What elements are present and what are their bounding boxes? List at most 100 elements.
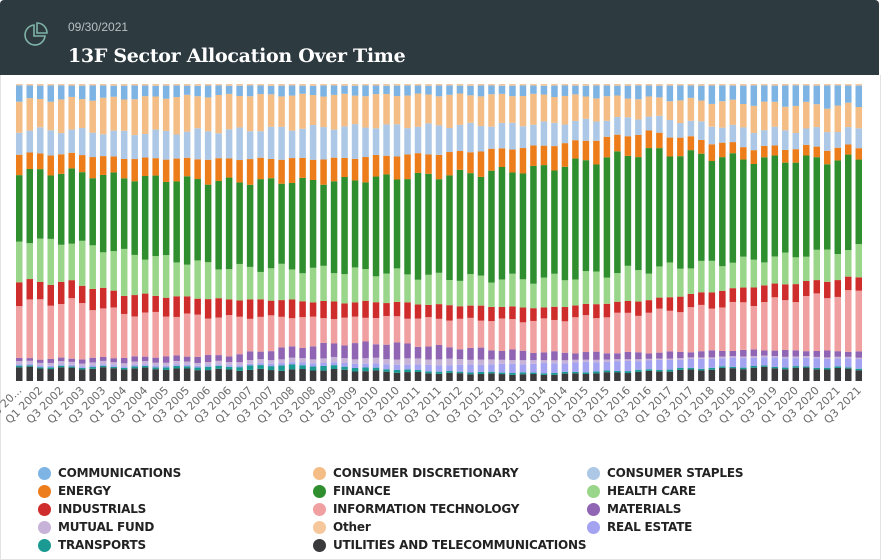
bar-segment[interactable] [551, 122, 558, 147]
bar-segment[interactable] [782, 149, 789, 163]
bar-segment[interactable] [141, 157, 149, 176]
bar-segment[interactable] [467, 364, 474, 373]
bar-segment[interactable] [173, 364, 180, 366]
bar-segment[interactable] [572, 140, 579, 159]
bar-segment[interactable] [68, 243, 75, 281]
bar-segment[interactable] [782, 369, 789, 381]
bar-segment[interactable] [299, 362, 306, 366]
bar-segment[interactable] [414, 84, 422, 86]
bar-segment[interactable] [393, 372, 401, 381]
bar-segment[interactable] [267, 126, 275, 159]
bar-segment[interactable] [404, 343, 411, 359]
bar-segment[interactable] [845, 368, 852, 381]
bar-segment[interactable] [299, 85, 306, 94]
bar-segment[interactable] [488, 359, 495, 365]
bar-segment[interactable] [204, 370, 212, 381]
bar-segment[interactable] [435, 304, 443, 319]
bar-segment[interactable] [603, 372, 611, 381]
bar-segment[interactable] [36, 359, 44, 363]
bar-segment[interactable] [593, 164, 600, 272]
bar-segment[interactable] [614, 134, 621, 152]
bar-segment[interactable] [393, 369, 401, 373]
bar-segment[interactable] [383, 155, 390, 175]
bar-segment[interactable] [813, 369, 821, 381]
bar-segment[interactable] [183, 313, 191, 357]
bar-segment[interactable] [666, 310, 674, 352]
bar-segment[interactable] [225, 365, 233, 367]
bar-segment[interactable] [729, 368, 737, 381]
bar-segment[interactable] [383, 84, 390, 86]
bar-segment[interactable] [498, 84, 506, 86]
bar-segment[interactable] [488, 170, 495, 283]
bar-segment[interactable] [47, 284, 54, 306]
bar-segment[interactable] [36, 238, 44, 282]
bar-segment[interactable] [845, 290, 852, 352]
bar-segment[interactable] [813, 293, 821, 351]
bar-segment[interactable] [824, 84, 831, 86]
bar-segment[interactable] [341, 363, 348, 367]
bar-segment[interactable] [834, 280, 842, 297]
bar-segment[interactable] [404, 358, 411, 365]
bar-segment[interactable] [414, 370, 422, 372]
bar-segment[interactable] [456, 85, 464, 94]
bar-segment[interactable] [152, 369, 159, 381]
bar-segment[interactable] [320, 370, 327, 381]
bar-segment[interactable] [456, 349, 464, 360]
bar-segment[interactable] [834, 358, 842, 367]
bar-segment[interactable] [782, 85, 789, 107]
bar-segment[interactable] [57, 84, 65, 86]
bar-segment[interactable] [551, 372, 558, 375]
bar-segment[interactable] [320, 265, 327, 301]
bar-segment[interactable] [341, 366, 348, 370]
bar-segment[interactable] [404, 179, 411, 275]
bar-segment[interactable] [362, 157, 369, 183]
bar-segment[interactable] [698, 358, 705, 369]
bar-segment[interactable] [383, 124, 390, 156]
bar-segment[interactable] [183, 361, 191, 365]
bar-segment[interactable] [57, 281, 65, 305]
bar-segment[interactable] [761, 145, 768, 158]
bar-segment[interactable] [603, 277, 611, 304]
bar-segment[interactable] [698, 260, 705, 293]
bar-segment[interactable] [771, 357, 779, 367]
bar-segment[interactable] [246, 365, 254, 370]
bar-segment[interactable] [719, 101, 726, 128]
bar-segment[interactable] [309, 125, 317, 160]
bar-segment[interactable] [540, 360, 548, 364]
bar-segment[interactable] [645, 85, 653, 97]
bar-segment[interactable] [509, 360, 516, 364]
bar-segment[interactable] [540, 84, 548, 86]
bar-segment[interactable] [414, 371, 422, 381]
bar-segment[interactable] [614, 370, 621, 373]
bar-segment[interactable] [761, 157, 768, 263]
bar-segment[interactable] [204, 355, 212, 362]
bar-segment[interactable] [15, 154, 23, 176]
bar-segment[interactable] [414, 153, 422, 173]
bar-segment[interactable] [572, 373, 579, 381]
bar-segment[interactable] [362, 84, 369, 86]
bar-segment[interactable] [603, 317, 611, 354]
bar-segment[interactable] [687, 150, 695, 269]
bar-segment[interactable] [57, 85, 65, 100]
bar-segment[interactable] [540, 145, 548, 166]
bar-segment[interactable] [425, 84, 432, 86]
bar-segment[interactable] [351, 124, 359, 159]
bar-segment[interactable] [698, 153, 705, 261]
bar-segment[interactable] [792, 105, 800, 133]
bar-segment[interactable] [257, 131, 264, 158]
bar-segment[interactable] [131, 181, 138, 255]
bar-segment[interactable] [477, 275, 485, 306]
bar-segment[interactable] [666, 101, 674, 121]
bar-segment[interactable] [740, 367, 747, 370]
bar-segment[interactable] [110, 362, 117, 366]
bar-segment[interactable] [572, 305, 579, 318]
bar-segment[interactable] [89, 310, 96, 358]
bar-segment[interactable] [267, 178, 275, 269]
bar-segment[interactable] [89, 288, 96, 311]
bar-segment[interactable] [68, 85, 75, 97]
bar-segment[interactable] [99, 357, 107, 361]
bar-segment[interactable] [687, 84, 695, 86]
bar-segment[interactable] [530, 374, 537, 381]
bar-segment[interactable] [761, 366, 768, 381]
bar-segment[interactable] [635, 352, 642, 360]
